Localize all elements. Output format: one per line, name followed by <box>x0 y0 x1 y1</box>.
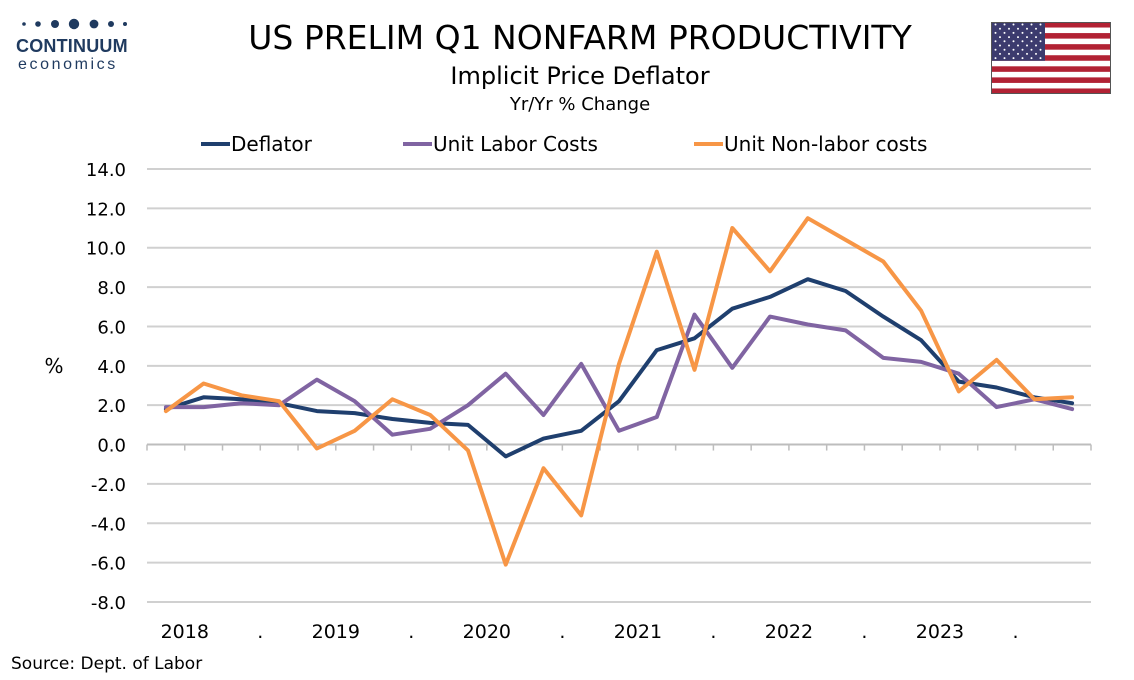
x-tick-label: . <box>408 621 414 643</box>
y-tick-label: 6.0 <box>97 317 126 338</box>
y-tick-label: 8.0 <box>97 278 126 299</box>
chart-subtitle-units: Yr/Yr % Change <box>509 94 651 115</box>
y-axis-label: % <box>44 354 63 378</box>
y-tick-label: -2.0 <box>91 475 126 496</box>
y-tick-label: 0.0 <box>97 436 126 457</box>
y-tick-label: 2.0 <box>97 396 126 417</box>
y-tick-label: 14.0 <box>86 160 126 181</box>
y-tick-label: 4.0 <box>97 357 126 378</box>
logo-wordmark-bottom: economics <box>18 56 118 73</box>
x-tick-label: 2018 <box>161 621 209 643</box>
chart-subtitle: Implicit Price Deflator <box>450 62 710 90</box>
y-tick-label: 12.0 <box>86 199 126 220</box>
x-axis: 2018. 2019. 2020. 2021. 2022. 2023. <box>146 443 1092 643</box>
chart-series <box>163 216 1075 567</box>
x-tick-label: 2023 <box>916 621 964 643</box>
chart-title: US PRELIM Q1 NONFARM PRODUCTIVITY <box>248 18 912 57</box>
x-tick-label: . <box>257 621 263 643</box>
x-tick-label: . <box>710 621 716 643</box>
us-flag-icon <box>991 22 1111 94</box>
y-tick-label: -4.0 <box>91 514 126 535</box>
x-tick-label: 2022 <box>765 621 813 643</box>
x-tick-label: . <box>1012 621 1018 643</box>
y-axis-ticks: 14.0 12.0 10.0 8.0 6.0 4.0 2.0 0.0 -2.0 -4.0 -6.0 -… <box>86 160 126 614</box>
chart-legend: Deflator Unit Labor Costs Unit Non-labor c… <box>201 132 927 156</box>
source-note: Source: Dept. of Labor <box>11 654 203 674</box>
y-tick-label: -6.0 <box>91 554 126 575</box>
x-tick-label: 2019 <box>312 621 360 643</box>
y-tick-label: 10.0 <box>86 239 126 260</box>
legend-label-unit-non-labor-costs: Unit Non-labor costs <box>724 132 927 156</box>
logo-wordmark-top: CONTINUUM <box>16 36 128 56</box>
series-line-unit-labor-costs <box>163 312 1075 437</box>
logo-dots-icon <box>22 18 127 30</box>
x-tick-label: 2021 <box>614 621 662 643</box>
legend-label-unit-labor-costs: Unit Labor Costs <box>433 132 598 156</box>
x-tick-label: . <box>559 621 565 643</box>
x-tick-label: . <box>861 621 867 643</box>
x-tick-label: 2020 <box>463 621 511 643</box>
chart-gridlines <box>147 168 1091 603</box>
legend-label-deflator: Deflator <box>231 132 313 156</box>
y-tick-label: -8.0 <box>91 593 126 614</box>
